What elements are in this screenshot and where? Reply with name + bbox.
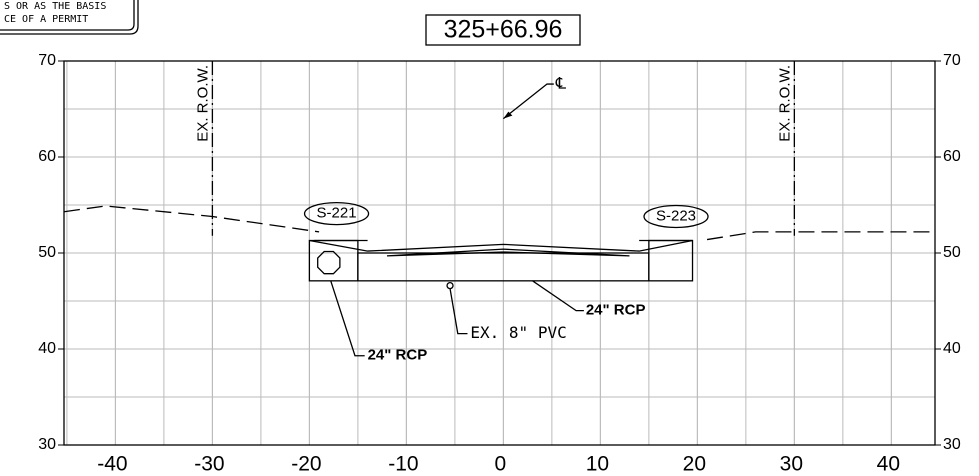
existing-ground <box>706 231 935 241</box>
inlet-right <box>648 239 694 282</box>
existing-ground <box>63 205 320 233</box>
existing-pipe <box>446 281 454 290</box>
row-label: EX. R.O.W. <box>194 65 211 142</box>
centerline-label: ℄ <box>555 75 567 92</box>
leader <box>502 83 554 120</box>
arrowhead <box>503 111 513 119</box>
tag-ellipse <box>303 201 370 226</box>
station-title: 325+66.96 <box>444 16 563 44</box>
y-tick-label-left: 70 <box>38 52 56 69</box>
tag-ellipse <box>643 204 709 229</box>
note-box: S OR AS THE BASIS CE OF A PERMIT <box>0 0 139 35</box>
leader <box>449 288 468 335</box>
y-tick-label-right: 70 <box>943 52 961 69</box>
road-surface <box>309 239 693 252</box>
inlet-left <box>308 239 359 282</box>
note-line: S OR AS THE BASIS <box>4 1 106 12</box>
x-tick-label: -20 <box>291 453 321 476</box>
x-tick-label: 40 <box>877 453 900 476</box>
pavement <box>386 248 630 257</box>
plot-frame <box>63 60 936 446</box>
pipe <box>317 250 341 275</box>
y-tick-label-left: 40 <box>38 340 56 357</box>
pipe-label: 24" RCP <box>368 347 428 364</box>
note-line: CE OF A PERMIT <box>4 14 88 25</box>
y-tick-label-right: 50 <box>943 244 961 261</box>
x-tick-label: 10 <box>586 453 609 476</box>
structure-label: S-221 <box>317 205 357 222</box>
x-tick-label: -40 <box>97 453 127 476</box>
x-tick-label: -10 <box>388 453 418 476</box>
note-frame-inner <box>0 0 135 31</box>
structure-label: S-223 <box>656 207 696 224</box>
y-tick-label-left: 50 <box>38 244 56 261</box>
note-frame <box>0 0 139 35</box>
leader <box>330 280 365 357</box>
existing-pipe-label: EX. 8" PVC <box>470 323 566 342</box>
x-tick-label: 30 <box>780 453 803 476</box>
x-tick-label: -30 <box>194 453 224 476</box>
y-tick-label-left: 60 <box>38 148 56 165</box>
leader <box>532 280 584 312</box>
y-tick-label-right: 60 <box>943 148 961 165</box>
base <box>357 252 650 282</box>
x-tick-label: 20 <box>683 453 706 476</box>
row-label: EX. R.O.W. <box>776 65 793 142</box>
y-tick-label-left: 30 <box>38 436 56 453</box>
pipe-label: 24" RCP <box>586 302 646 319</box>
y-tick-label-right: 30 <box>943 436 961 453</box>
station-box <box>425 14 581 46</box>
y-tick-label-right: 40 <box>943 340 961 357</box>
x-tick-label: 0 <box>495 453 507 476</box>
